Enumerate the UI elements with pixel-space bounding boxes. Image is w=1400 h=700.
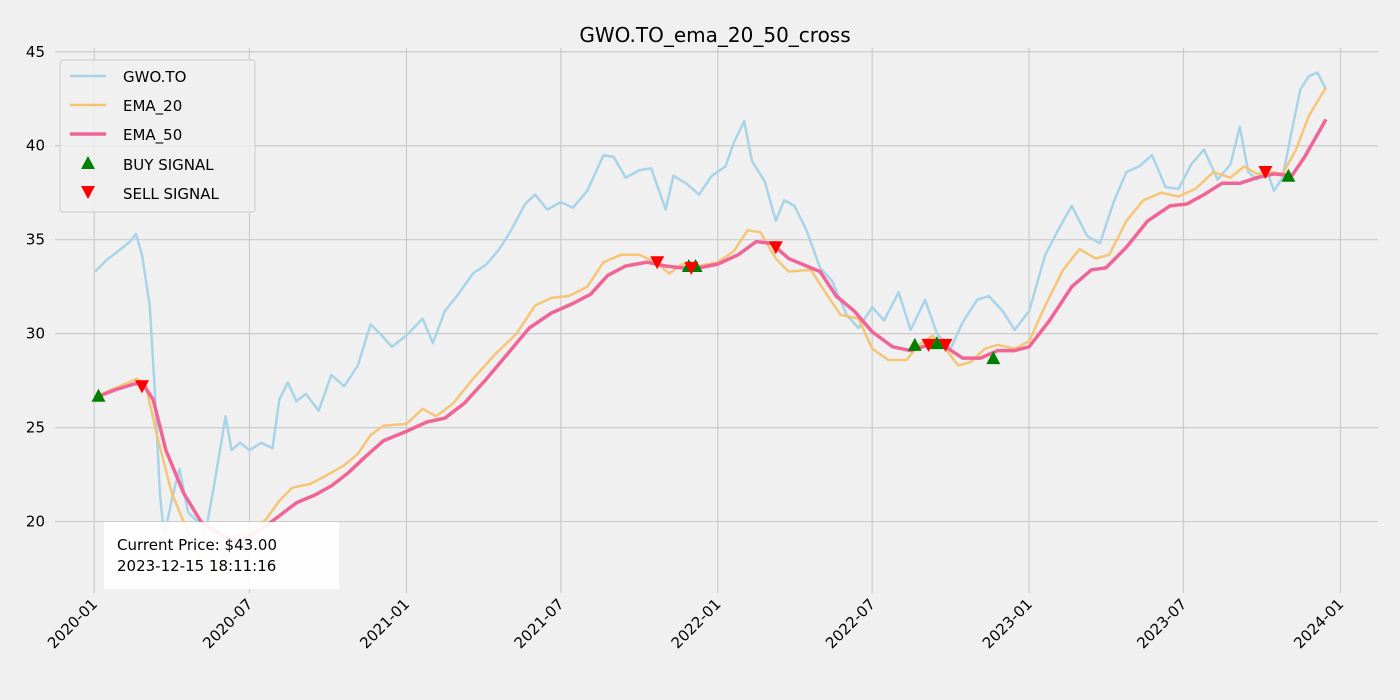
- current-price-box: Current Price: $43.00 2023-12-15 18:11:1…: [104, 522, 339, 589]
- buy-signal-marker: [930, 336, 944, 350]
- sell-signal-marker: [921, 338, 936, 352]
- chart-title: GWO.TO_ema_20_50_cross: [579, 23, 850, 47]
- y-tick-label: 20: [26, 513, 45, 531]
- current-price-box-bg: [104, 522, 339, 589]
- series-line-price: [94, 71, 1328, 538]
- legend-label-ema20: EMA_20: [123, 97, 182, 116]
- y-tick-label: 45: [26, 43, 45, 61]
- legend-label-price: GWO.TO: [123, 68, 186, 86]
- y-tick-label: 30: [26, 325, 45, 343]
- legend-label-sell: SELL SIGNAL: [123, 185, 220, 203]
- sell-signal-marker: [650, 256, 665, 270]
- buy-signal-marker: [986, 351, 1001, 365]
- signal-markers: [91, 166, 1296, 402]
- buy-signal-marker: [91, 388, 106, 402]
- timestamp-text: 2023-12-15 18:11:16: [117, 557, 276, 575]
- legend-swatch-sell: [81, 186, 95, 199]
- sell-signal-marker: [1258, 166, 1273, 179]
- series-line-ema20: [94, 86, 1328, 572]
- sell-signal-marker: [768, 241, 783, 255]
- legend-label-ema50: EMA_50: [123, 126, 182, 145]
- current-price-text: Current Price: $43.00: [117, 536, 277, 554]
- legend: GWO.TO EMA_20 EMA_50 BUY SIGNAL SELL SIG…: [59, 59, 256, 213]
- y-tick-label: 35: [26, 231, 45, 249]
- buy-signal-marker: [907, 337, 922, 351]
- y-tick-label: 40: [26, 137, 45, 155]
- buy-signal-marker: [1281, 168, 1296, 182]
- legend-box: [59, 59, 256, 213]
- legend-label-buy: BUY SIGNAL: [123, 156, 214, 174]
- legend-swatch-buy: [81, 156, 95, 169]
- sell-signal-marker: [938, 338, 953, 352]
- y-tick-label: 25: [26, 419, 45, 437]
- sell-signal-marker: [135, 380, 149, 394]
- sell-signal-marker: [684, 261, 699, 275]
